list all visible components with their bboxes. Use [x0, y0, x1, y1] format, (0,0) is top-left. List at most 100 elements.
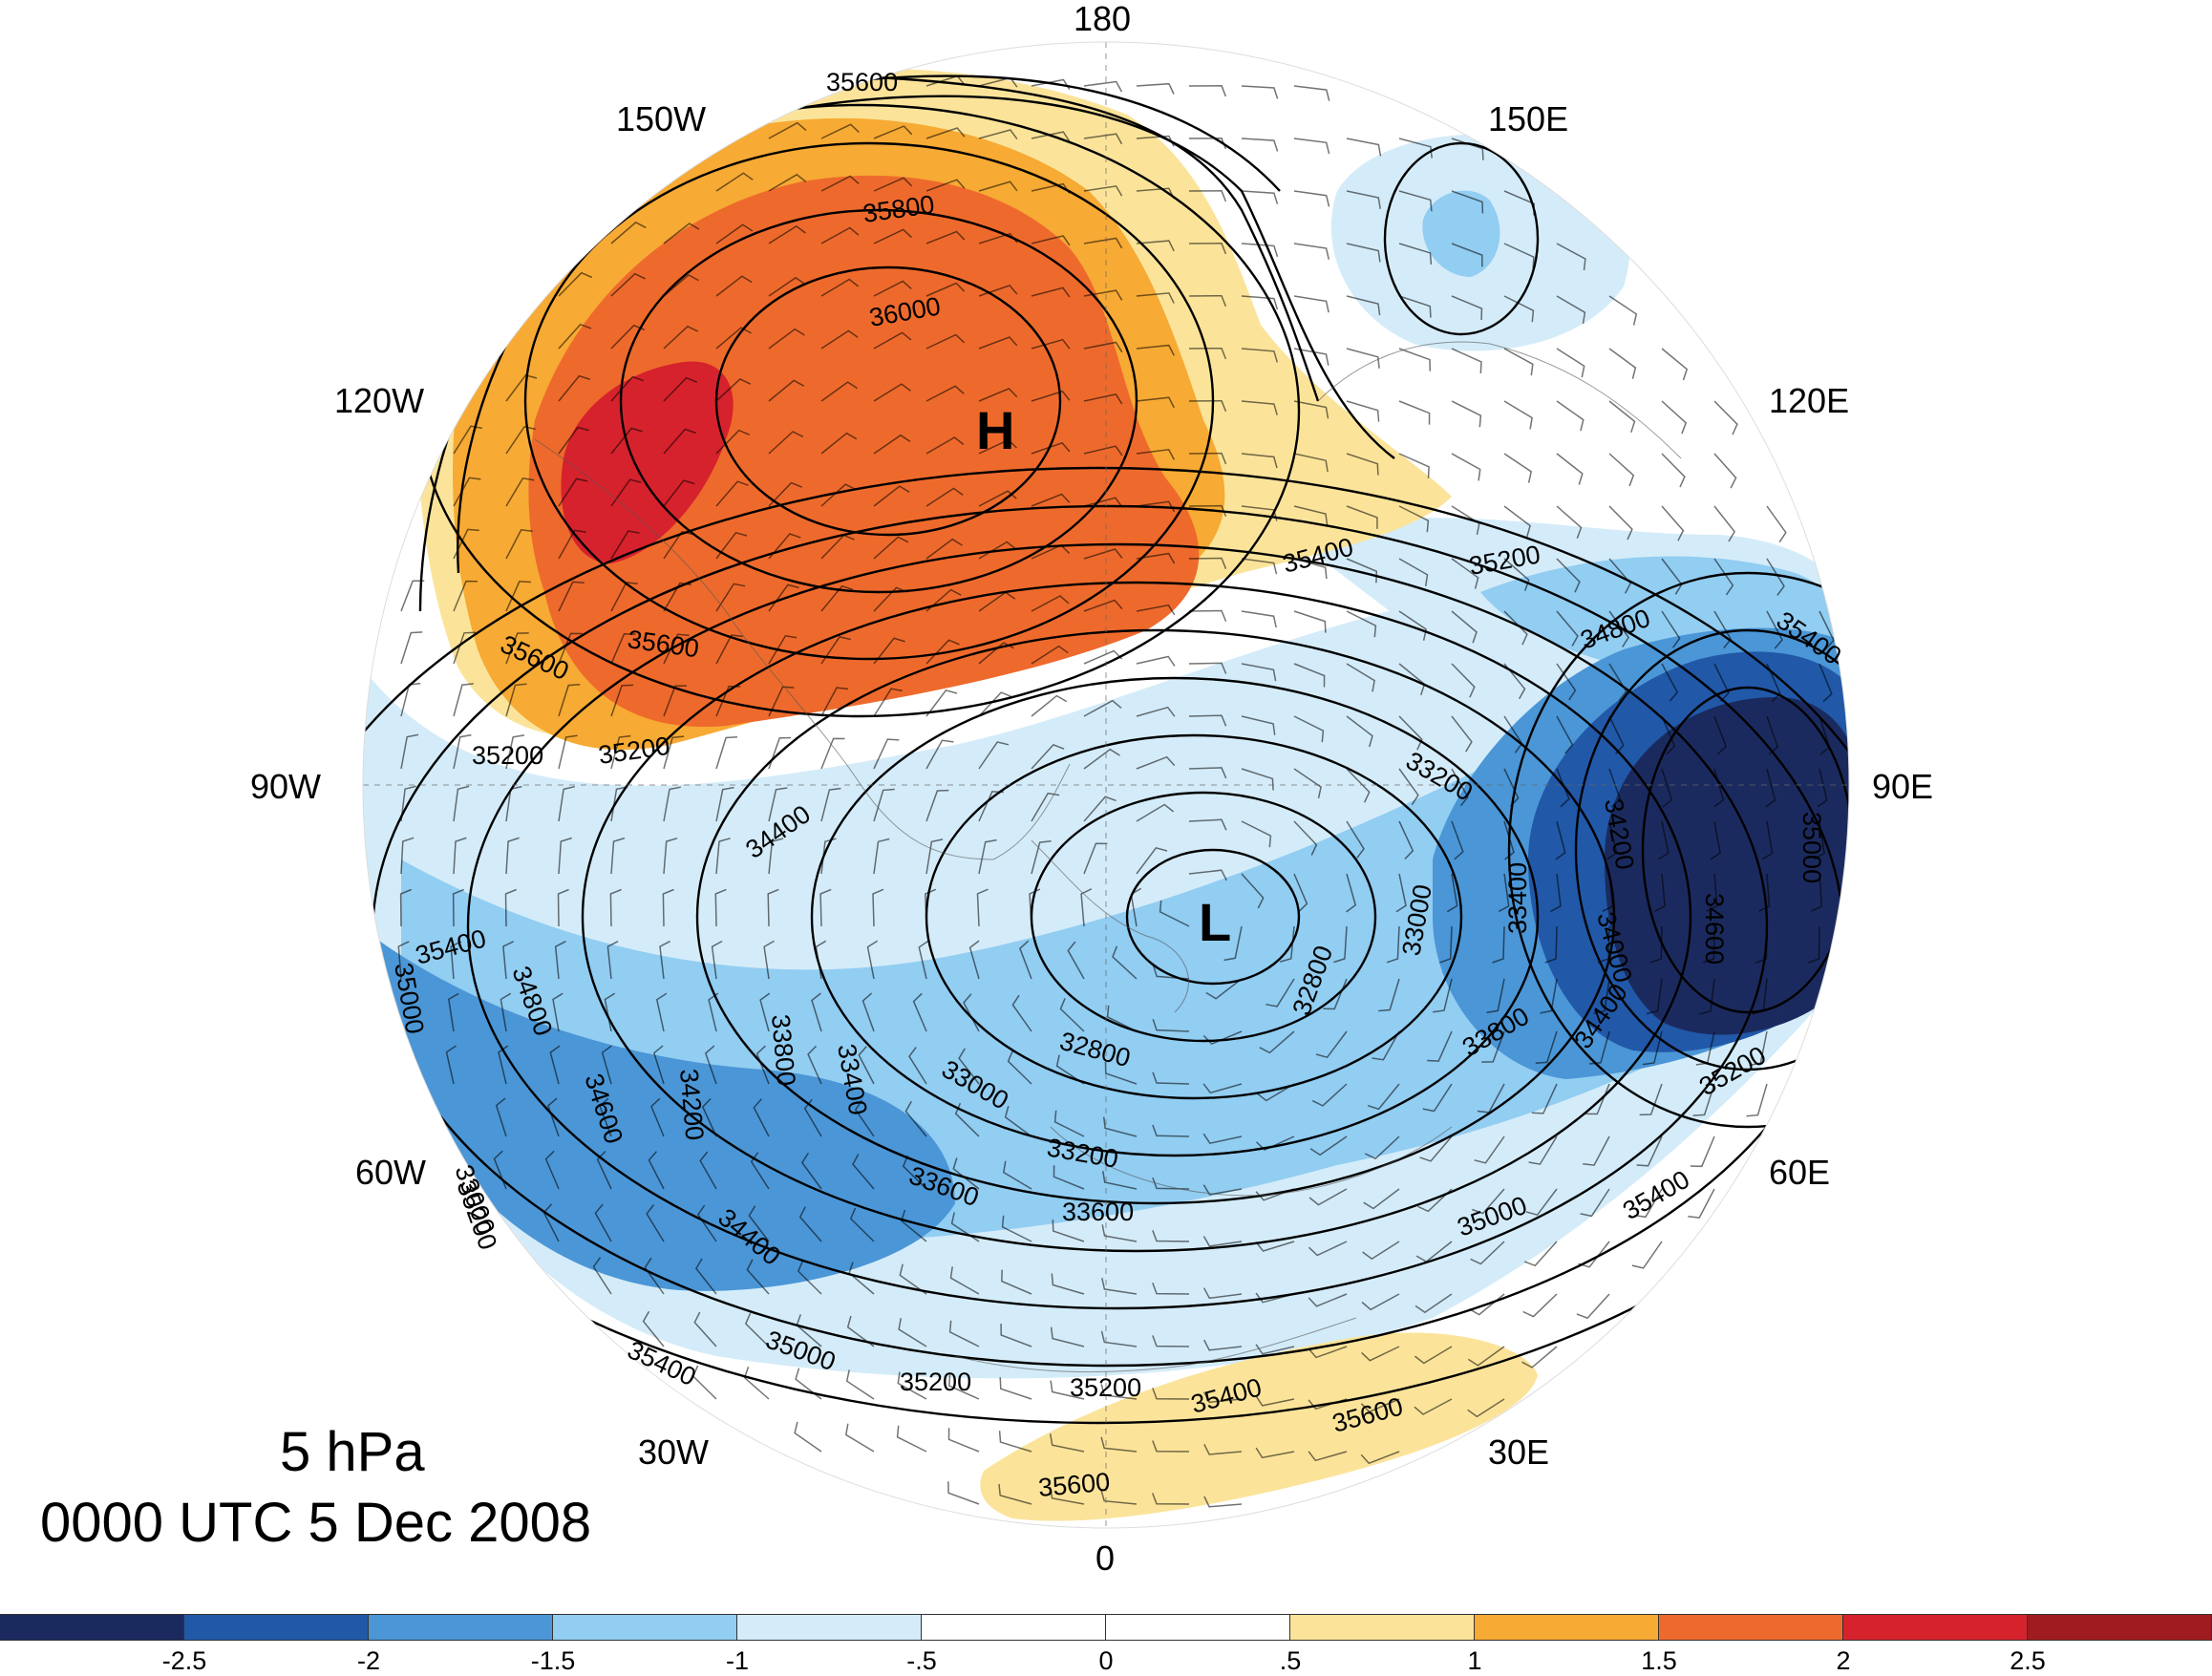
wind-barb: [925, 689, 958, 717]
wind-barb: [1031, 78, 1071, 91]
wind-barb: [1031, 792, 1060, 822]
wind-barb: [714, 888, 727, 927]
wind-barb: [1661, 348, 1689, 381]
wind-barb: [715, 685, 741, 717]
wind-barb: [1346, 348, 1380, 369]
wind-barb: [1100, 1436, 1138, 1453]
wind-barb: [1293, 715, 1325, 743]
wind-barb: [1083, 748, 1120, 770]
wind-barb: [866, 940, 879, 980]
wind-barb: [1364, 1135, 1400, 1160]
wind-barb: [1422, 1083, 1453, 1113]
wind-barb: [820, 584, 854, 612]
wind-barb: [610, 582, 638, 612]
wind-barb: [1188, 85, 1227, 97]
contour-label: 35200: [1070, 1373, 1141, 1402]
wind-barb: [908, 1047, 927, 1085]
wind-barb: [1451, 348, 1482, 374]
wind-barb: [1080, 888, 1093, 927]
wind-barb: [755, 1045, 770, 1085]
wind-barb: [1398, 295, 1432, 318]
contour-east-2: [1574, 628, 1849, 1071]
wind-barb: [873, 838, 890, 875]
wind-barb: [663, 582, 691, 612]
wind-barb: [1241, 715, 1276, 735]
wind-barb: [1550, 873, 1562, 913]
wind-barb: [947, 1428, 980, 1453]
wind-barb: [1083, 497, 1123, 508]
wind-barb: [925, 888, 937, 927]
wind-barb: [1346, 820, 1365, 859]
wind-barb: [400, 631, 423, 665]
contour-low-6: [581, 581, 1692, 1253]
wind-barb: [925, 127, 966, 139]
wind-barb: [1819, 610, 1835, 649]
wind-barb: [978, 285, 1018, 297]
wind-barb: [1360, 1451, 1400, 1465]
wind-barb: [400, 733, 419, 770]
wind-barb: [1761, 820, 1774, 860]
wind-barb: [768, 173, 807, 192]
wind-barb: [925, 436, 965, 455]
wind-barb: [820, 687, 849, 717]
wind-barb: [820, 329, 859, 350]
wind-barb: [1241, 453, 1278, 469]
wind-barb: [450, 941, 462, 980]
wind-barb: [896, 1425, 927, 1453]
wind-barb: [1130, 887, 1142, 927]
wind-barb: [768, 431, 804, 455]
wind-barb: [918, 940, 929, 980]
colorbar-segment: [1290, 1615, 1475, 1640]
wind-barb: [845, 1369, 875, 1400]
wind-barb: [998, 1483, 1032, 1505]
wind-barb: [1100, 1330, 1138, 1347]
wind-barb: [1608, 295, 1638, 326]
wind-barb: [1205, 978, 1243, 1000]
wind-barb: [1004, 1106, 1032, 1137]
wind-barb: [1525, 1188, 1558, 1217]
wind-barb: [1451, 768, 1469, 807]
colorbar-segment: [1475, 1615, 1659, 1640]
wind-barbs: [397, 74, 1835, 1508]
wind-barb: [1293, 243, 1330, 260]
wind-barb: [820, 432, 858, 455]
wind-barb: [1398, 453, 1430, 478]
wind-barb: [1477, 1083, 1505, 1114]
wind-barb: [763, 940, 775, 980]
wind-barb: [1152, 1335, 1190, 1347]
wind-barb: [453, 477, 481, 507]
wind-barb: [861, 992, 875, 1032]
wind-barb: [558, 837, 572, 875]
wind-barb: [1050, 1326, 1085, 1347]
wind-barb: [1398, 558, 1429, 586]
contour-label: 33800: [766, 1013, 800, 1087]
wind-barb: [873, 586, 907, 612]
wind-barb: [1031, 390, 1071, 402]
wind-barb: [925, 230, 966, 244]
wind-barb: [1241, 820, 1272, 848]
wind-barb: [1051, 1273, 1085, 1295]
wind-barb: [610, 427, 643, 455]
wind-barb: [663, 428, 696, 455]
wind-barb: [642, 1310, 665, 1347]
wind-barb: [925, 333, 966, 350]
wind-barb: [978, 490, 1017, 507]
wind-barb: [1451, 138, 1484, 160]
wind-barb: [1346, 715, 1373, 748]
colorbar-segment: [737, 1615, 922, 1640]
wind-barb: [1544, 925, 1558, 964]
wind-barb: [978, 76, 1018, 88]
wind-barb: [505, 734, 525, 770]
wind-barb: [708, 992, 719, 1032]
wind-barb: [873, 383, 911, 402]
wind-barb: [1083, 842, 1108, 875]
wind-barb: [1631, 1241, 1663, 1269]
wind-barb: [558, 323, 592, 350]
wind-barb: [1649, 925, 1663, 964]
wind-barb: [1293, 138, 1330, 155]
wind-barb: [1658, 820, 1670, 860]
wind-barb: [1398, 138, 1433, 159]
colorbar-segment: [1843, 1615, 2028, 1640]
wind-barb: [873, 434, 911, 455]
wind-barb: [1203, 1391, 1243, 1404]
